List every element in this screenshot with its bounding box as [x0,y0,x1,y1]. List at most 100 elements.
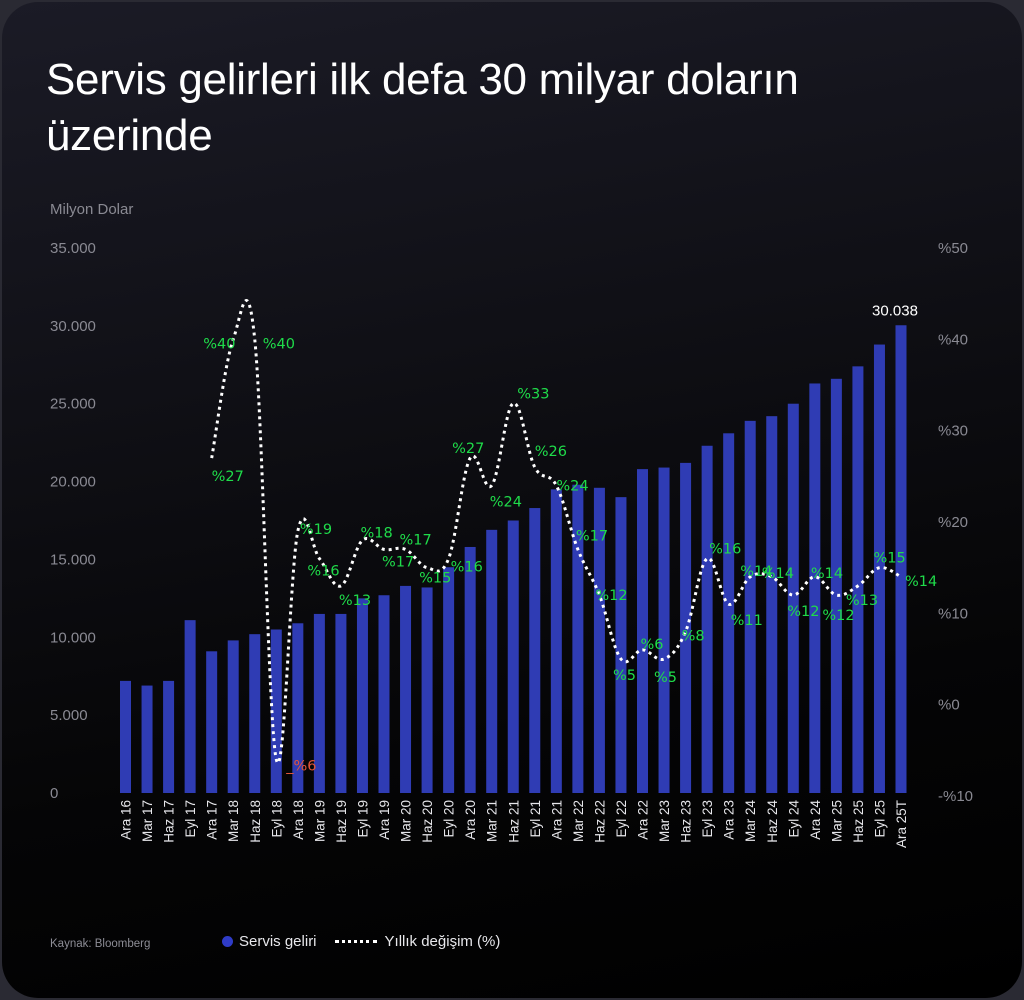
x-axis-tick: Eyl 18 [269,800,284,838]
x-axis-tick: Haz 19 [334,800,349,843]
bar [550,489,562,793]
bar [464,546,476,793]
y-axis-tick: 35.000 [50,240,96,257]
line-value-label: %26 [535,444,567,460]
line-value-label: %12 [787,604,819,620]
bar [658,467,670,793]
line-value-label: %16 [307,564,339,580]
x-axis-tick: Ara 16 [119,800,134,840]
line-value-label: %27 [212,469,244,485]
x-axis-tick: Eyl 22 [614,800,629,838]
line-value-label: %19 [300,522,332,538]
x-axis-tick: Mar 18 [226,800,241,842]
line-value-label: %13 [846,593,878,609]
x-axis-tick: Mar 21 [485,800,500,842]
combo-chart: 0 5.000 10.000 15.000 20.000 25.000 30.000 35.0… [50,240,973,848]
y-axis-tick: 20.000 [50,474,96,491]
y2-axis-tick: %40 [938,331,968,348]
y2-axis-tick: %0 [938,697,960,714]
bar [356,598,368,793]
x-axis-tick: Ara 25T [894,800,909,848]
bar [120,680,131,793]
bar [766,416,778,793]
bar [830,378,842,793]
line-value-label: %12 [595,588,627,604]
bar [593,487,605,793]
x-axis-tick: Ara 23 [722,800,737,840]
line-value-label: %8 [682,629,705,645]
bar [615,497,627,793]
line-value-label: %16 [709,542,741,558]
x-axis-tick: Haz 23 [679,800,694,843]
line-value-label: %14 [762,566,794,582]
y2-axis-tick: %10 [938,605,968,622]
bar [637,469,648,793]
line-value-label: %6 [641,637,664,653]
x-axis-tick: Haz 21 [506,800,521,843]
x-axis-tick: Haz 18 [248,800,263,843]
x-axis-tick: Ara 24 [808,800,823,840]
x-axis-tick: Eyl 24 [786,800,801,838]
bar [507,520,519,793]
x-axis-tick: Ara 17 [205,800,220,840]
x-axis-tick: Eyl 19 [355,800,370,838]
line-value-label: %14 [740,564,772,580]
bar [529,508,541,793]
x-axis-tick: Eyl 25 [872,800,887,838]
y-axis-tick: 10.000 [50,629,96,646]
bar [895,325,907,793]
line-value-label: %16 [451,560,483,576]
x-axis-tick: Haz 25 [851,800,866,843]
y-axis-tick: 0 [50,785,58,802]
line-legend-label: Yıllık değişim (%) [384,933,501,950]
bar [787,403,799,793]
x-axis-tick: Haz 20 [420,800,435,843]
y-axis-unit-label: Milyon Dolar [50,201,134,218]
line-value-label: %14 [811,566,843,582]
bar [206,651,218,793]
x-axis-tick: Eyl 23 [700,800,715,838]
bar [227,640,239,793]
x-axis-tick: Ara 20 [463,800,478,840]
bar [809,383,821,793]
source-label: Kaynak: Bloomberg [50,938,151,950]
line-value-label: %11 [731,613,763,629]
line-value-label: %18 [360,525,392,541]
bar [313,613,325,793]
bar [852,366,864,793]
x-axis-tick: Haz 24 [765,800,780,843]
line-value-label: %40 [263,336,295,352]
line-value-label: %15 [419,571,451,587]
line-value-label: %17 [400,532,432,548]
bar [723,433,735,793]
y-axis-tick: 25.000 [50,396,96,413]
line-value-label: %24 [556,478,588,494]
y-axis-tick: 30.000 [50,318,96,335]
x-axis-tick: Ara 22 [636,800,651,840]
bar [400,585,412,793]
x-axis-tick: Mar 23 [657,800,672,842]
x-axis-tick: Eyl 20 [442,800,457,838]
bar-legend-label: Servis geliri [239,933,317,950]
x-axis-tick: Haz 22 [592,800,607,843]
x-axis-tick: Mar 22 [571,800,586,842]
y2-axis-tick: %20 [938,514,968,531]
y2-axis-tick: -%10 [938,788,973,805]
x-axis-tick: Ara 19 [377,800,392,840]
x-axis-tick: Mar 17 [140,800,155,842]
x-axis-tick: Mar 24 [743,800,758,843]
yoy-change-line [210,298,902,765]
bar-value-annotation: 30.038 [872,302,918,319]
bar [335,613,347,793]
line-value-label: %15 [873,551,905,567]
bar [270,629,282,793]
x-axis-tick: Ara 18 [291,800,306,840]
bar [141,685,153,793]
line-value-label: %17 [382,554,414,570]
x-axis-tick: Haz 17 [162,800,177,843]
y2-axis-tick: %30 [938,423,968,440]
line-value-label: %14 [905,574,937,590]
line-value-label: %24 [490,494,522,510]
chart-title: Servis gelirleri ilk defa 30 milyar dola… [46,55,799,160]
